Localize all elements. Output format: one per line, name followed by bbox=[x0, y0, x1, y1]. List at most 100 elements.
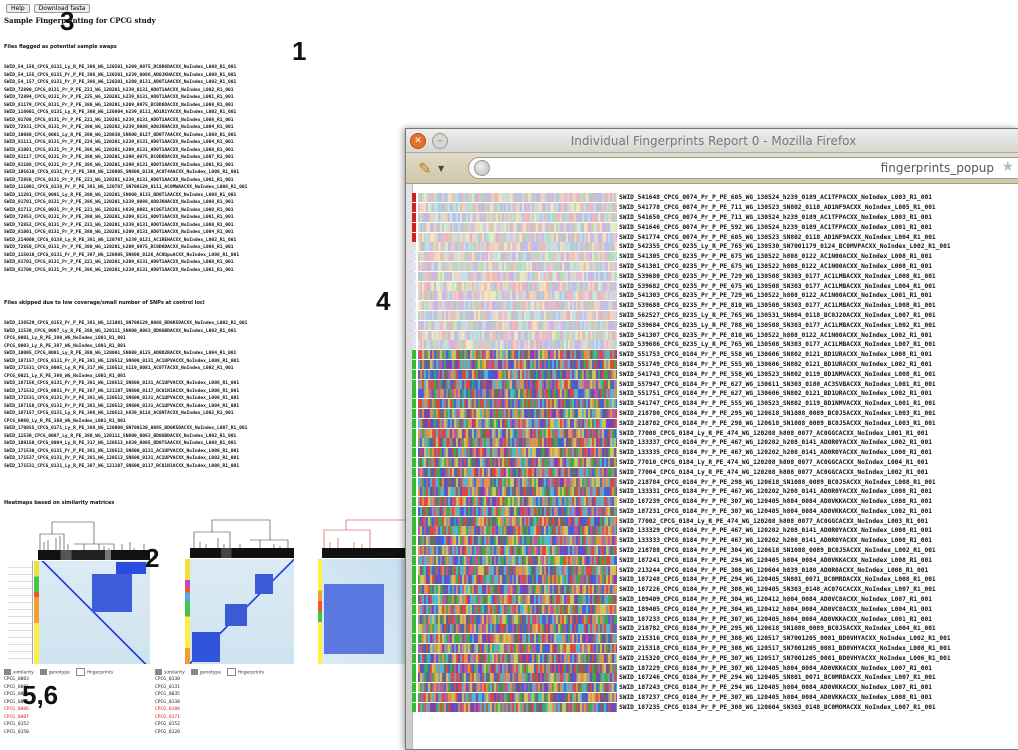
sample-entry[interactable]: CPCG_0006 bbox=[4, 707, 29, 712]
fingerprint-row[interactable]: SWID_133337_CPCG_0184_Pr_P_PE_467_WG_120… bbox=[412, 438, 951, 448]
sample-entry[interactable]: CPCG_0171 bbox=[155, 714, 180, 720]
fingerprint-row[interactable]: SWID_542355_CPCG_0235_Ly_R_PE_765_WG_130… bbox=[412, 242, 951, 252]
fingerprint-row[interactable]: SWID_218782_CPCG_0184_Pr_P_PE_295_WG_120… bbox=[412, 624, 951, 634]
legend-genotype[interactable]: genotype bbox=[39, 668, 70, 675]
fingerprint-row[interactable]: SWID_77010_CPCG_0184_Ly_R_PE_474_WG_1202… bbox=[412, 457, 951, 468]
firefox-popup-window[interactable]: ✕ – Individual Fingerprints Report 0 - M… bbox=[405, 128, 1018, 750]
fingerprint-row[interactable]: SWID_215316_CPCG_0184_Pr_P_PE_308_WG_120… bbox=[412, 634, 951, 644]
file-entry: SWID_170855_CPCG_0171_Ly_R_PE_388_WG_120… bbox=[4, 426, 248, 431]
fingerprint-row[interactable]: SWID_77002_CPCG_0184_Ly_R_PE_474_WG_1202… bbox=[412, 516, 951, 526]
sample-entry[interactable]: CPCG_0152 bbox=[4, 722, 29, 727]
legend-fingerprints-2[interactable]: fingerprints bbox=[227, 668, 264, 676]
fingerprint-label: SWID_187231_CPCG_0184_Pr_P_PE_307_WG_120… bbox=[619, 507, 932, 515]
fingerprint-row[interactable]: SWID_187231_CPCG_0184_Pr_P_PE_307_WG_120… bbox=[412, 506, 951, 517]
fingerprint-row[interactable]: SWID_541301_CPCG_0235_Pr_P_PE_675_WG_130… bbox=[412, 261, 951, 272]
group-marker bbox=[412, 438, 416, 448]
fingerprint-row[interactable]: SWID_541774_CPCG_0074_Pr_P_PE_605_WG_130… bbox=[412, 232, 951, 242]
fingerprint-row[interactable]: SWID_557947_CPCG_0184_Pr_P_PE_627_WG_130… bbox=[412, 379, 951, 389]
sample-entry[interactable]: CPCG_0120 bbox=[155, 729, 180, 735]
sample-entry[interactable]: CPCG_0004 bbox=[4, 692, 29, 697]
legend-similarity[interactable]: similarity bbox=[4, 668, 34, 675]
fingerprint-row[interactable]: SWID_133331_CPCG_0184_Pr_P_PE_467_WG_120… bbox=[412, 487, 951, 497]
group-marker bbox=[412, 310, 416, 320]
legend-genotype-2[interactable]: genotype bbox=[190, 668, 221, 675]
fingerprint-row[interactable]: SWID_218788_CPCG_0184_Pr_P_PE_304_WG_120… bbox=[412, 546, 951, 556]
fingerprint-row[interactable]: SWID_218784_CPCG_0184_Pr_P_PE_298_WG_120… bbox=[412, 477, 951, 487]
fingerprint-row[interactable]: SWID_215318_CPCG_0184_Pr_P_PE_308_WG_120… bbox=[412, 644, 951, 654]
heatmap-2[interactable] bbox=[170, 514, 296, 664]
sample-entry[interactable]: CPCG_0131 bbox=[155, 684, 180, 690]
heatmap-3[interactable] bbox=[310, 514, 406, 664]
fingerprint-row[interactable]: SWID_551749_CPCG_0184_Pr_P_PE_555_WG_130… bbox=[412, 359, 951, 370]
fingerprint-row[interactable]: SWID_133329_CPCG_0184_Pr_P_PE_467_WG_120… bbox=[412, 526, 951, 536]
fingerprint-row[interactable]: SWID_133333_CPCG_0184_Pr_P_PE_467_WG_120… bbox=[412, 536, 951, 546]
fingerprint-row[interactable]: SWID_541778_CPCG_0074_Pr_P_PE_711_WG_130… bbox=[412, 203, 951, 213]
legend-similarity-2[interactable]: similarity bbox=[155, 668, 185, 675]
fingerprint-row[interactable]: SWID_539680_CPCG_0235_Pr_P_PE_729_WG_130… bbox=[412, 271, 951, 281]
fingerprint-row[interactable]: SWID_539686_CPCG_0235_Ly_R_PE_765_WG_130… bbox=[412, 340, 951, 350]
group-marker bbox=[412, 604, 416, 614]
sample-entry[interactable]: CPCG_0035 bbox=[155, 692, 180, 697]
fingerprint-bar bbox=[418, 242, 617, 252]
chevron-down-icon[interactable]: ▼ bbox=[438, 163, 445, 173]
sample-entry[interactable]: CPCG_0001 bbox=[4, 684, 29, 690]
url-bar[interactable]: fingerprints_popup ★ bbox=[468, 157, 1018, 179]
fingerprint-row[interactable]: SWID_218782_CPCG_0184_Pr_P_PE_298_WG_120… bbox=[412, 418, 951, 428]
fingerprint-row[interactable]: SWID_541650_CPCG_0074_Pr_P_PE_711_WG_130… bbox=[412, 212, 951, 223]
fingerprint-row[interactable]: SWID_187235_CPCG_0184_Pr_P_PE_308_WG_120… bbox=[412, 702, 951, 712]
sample-entry[interactable]: CPCG_0003 bbox=[4, 677, 29, 682]
fingerprint-row[interactable]: SWID_541307_CPCG_0235_Pr_P_PE_810_WG_130… bbox=[412, 330, 951, 340]
sample-entry[interactable]: CPCG_0152 bbox=[155, 722, 180, 727]
fingerprint-row[interactable]: SWID_541646_CPCG_0074_Pr_P_PE_592_WG_130… bbox=[412, 222, 951, 232]
fingerprint-row[interactable]: SWID_77004_CPCG_0184_Ly_R_PE_474_WG_1202… bbox=[412, 467, 951, 477]
fingerprint-row[interactable]: SWID_539688_CPCG_0235_Pr_P_PE_810_WG_130… bbox=[412, 301, 951, 311]
help-button[interactable]: Help bbox=[6, 4, 30, 13]
fingerprint-row[interactable]: SWID_541303_CPCG_0235_Pr_P_PE_729_WG_130… bbox=[412, 291, 951, 301]
fingerprint-bar bbox=[418, 487, 617, 497]
sample-entry[interactable]: CPCG_0130 bbox=[155, 677, 180, 682]
fingerprint-bar bbox=[418, 457, 617, 467]
fingerprint-row[interactable]: SWID_215320_CPCG_0184_Pr_P_PE_307_WG_120… bbox=[412, 653, 951, 663]
fingerprint-row[interactable]: SWID_187237_CPCG_0184_Pr_P_PE_307_WG_120… bbox=[412, 693, 951, 703]
download-fasta-button[interactable]: Download fasta bbox=[33, 4, 91, 13]
sample-entry[interactable]: CPCG_0180 bbox=[155, 707, 180, 712]
fingerprint-row[interactable]: SWID_562527_CPCG_0235_Ly_R_PE_765_WG_130… bbox=[412, 310, 951, 321]
callout-3: 3 bbox=[60, 6, 75, 36]
close-icon[interactable]: ✕ bbox=[410, 132, 426, 149]
fingerprint-row[interactable]: SWID_551753_CPCG_0184_Pr_P_PE_558_WG_130… bbox=[412, 350, 951, 360]
fingerprint-row[interactable]: SWID_541743_CPCG_0184_Pr_P_PE_558_WG_130… bbox=[412, 369, 951, 379]
sample-entry[interactable]: CPCG_0138 bbox=[155, 699, 180, 705]
fingerprint-row[interactable]: SWID_213244_CPCG_0184_Pr_P_PE_308_WG_120… bbox=[412, 565, 951, 575]
fingerprint-row[interactable]: SWID_539682_CPCG_0235_Pr_P_PE_675_WG_130… bbox=[412, 281, 951, 291]
sample-entry[interactable]: CPCG_0150 bbox=[4, 729, 29, 735]
fingerprint-row[interactable]: SWID_541305_CPCG_0235_Pr_P_PE_675_WG_130… bbox=[412, 252, 951, 262]
window-titlebar[interactable]: ✕ – Individual Fingerprints Report 0 - M… bbox=[406, 129, 1018, 153]
fingerprint-row[interactable]: SWID_187229_CPCG_0184_Pr_P_PE_307_WG_120… bbox=[412, 663, 951, 673]
group-marker bbox=[412, 634, 416, 644]
fingerprint-row[interactable]: SWID_539684_CPCG_0235_Ly_R_PE_788_WG_130… bbox=[412, 320, 951, 330]
fingerprint-row[interactable]: SWID_218780_CPCG_0184_Pr_P_PE_295_WG_120… bbox=[412, 408, 951, 419]
fingerprint-row[interactable]: SWID_187241_CPCG_0184_Pr_P_PE_294_WG_120… bbox=[412, 555, 951, 565]
fingerprint-row[interactable]: SWID_187243_CPCG_0184_Pr_P_PE_294_WG_120… bbox=[412, 683, 951, 693]
heatmap-1[interactable] bbox=[4, 514, 152, 664]
fingerprint-row[interactable]: SWID_541648_CPCG_0074_Pr_P_PE_605_WG_130… bbox=[412, 193, 951, 203]
fingerprint-row[interactable]: SWID_189405_CPCG_0184_Pr_P_PE_304_WG_120… bbox=[412, 604, 951, 614]
fingerprint-row[interactable]: SWID_133335_CPCG_0184_Pr_P_PE_467_WG_120… bbox=[412, 448, 951, 458]
fingerprint-row[interactable]: SWID_187248_CPCG_0184_Pr_P_PE_294_WG_120… bbox=[412, 575, 951, 585]
fingerprint-row[interactable]: SWID_541747_CPCG_0184_Pr_P_PE_555_WG_130… bbox=[412, 399, 951, 409]
fingerprint-row[interactable]: SWID_187233_CPCG_0184_Pr_P_PE_307_WG_120… bbox=[412, 614, 951, 624]
fingerprint-row[interactable]: SWID_77008_CPCG_0184_Ly_R_PE_474_WG_1202… bbox=[412, 428, 951, 438]
fingerprint-row[interactable]: SWID_187246_CPCG_0184_Pr_P_PE_294_WG_120… bbox=[412, 673, 951, 683]
fingerprint-row[interactable]: SWID_187226_CPCG_0184_Pr_P_PE_308_WG_120… bbox=[412, 585, 951, 595]
legend-fingerprints[interactable]: fingerprints bbox=[76, 668, 113, 676]
fingerprint-row[interactable]: SWID_551751_CPCG_0184_Pr_P_PE_627_WG_130… bbox=[412, 389, 951, 399]
fingerprint-row[interactable]: SWID_189409_CPCG_0184_Pr_P_PE_304_WG_120… bbox=[412, 595, 951, 605]
fingerprint-row[interactable]: SWID_187239_CPCG_0184_Pr_P_PE_307_WG_120… bbox=[412, 497, 951, 507]
pencil-icon[interactable]: ✎ bbox=[418, 158, 432, 178]
sample-entry[interactable]: CPCG_0007 bbox=[4, 714, 29, 720]
minimize-icon[interactable]: – bbox=[432, 132, 448, 149]
bookmark-star-icon[interactable]: ★ bbox=[1001, 159, 1014, 175]
fingerprint-label: SWID_539686_CPCG_0235_Ly_R_PE_765_WG_130… bbox=[619, 341, 936, 349]
file-entry: SWID_81117_CPCG_0131_Pr_P_PE_380_WG_1202… bbox=[4, 155, 234, 160]
sample-entry[interactable]: CPCG_0005 bbox=[4, 699, 29, 705]
